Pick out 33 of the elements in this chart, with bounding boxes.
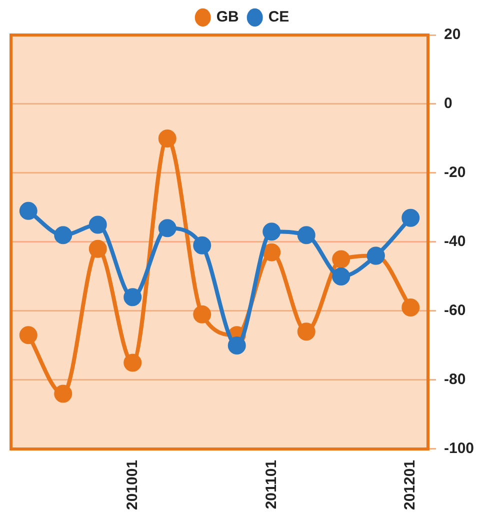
y-tick-label: -100 xyxy=(444,440,474,458)
point xyxy=(332,250,350,268)
y-tick-label: 0 xyxy=(444,95,452,112)
y-tick-label: -20 xyxy=(444,164,466,182)
point xyxy=(402,208,420,227)
point xyxy=(297,226,316,244)
point xyxy=(193,236,212,254)
point xyxy=(297,322,316,341)
point xyxy=(54,226,72,244)
point xyxy=(158,219,176,238)
point xyxy=(124,288,142,306)
point xyxy=(19,202,38,220)
point xyxy=(88,240,107,258)
y-tick-label: 20 xyxy=(444,26,461,44)
point xyxy=(19,326,38,344)
y-tick-label: -60 xyxy=(444,302,466,320)
x-tick-label: 201101 xyxy=(262,460,280,510)
y-tick-label: -40 xyxy=(444,233,466,250)
x-tick-label: 201201 xyxy=(402,460,419,510)
point xyxy=(54,384,72,403)
point xyxy=(402,298,420,317)
y-tick-label: -80 xyxy=(444,371,466,388)
legend-label: GB xyxy=(216,8,239,26)
point xyxy=(262,222,281,241)
x-tick-label: 201001 xyxy=(124,460,141,510)
point xyxy=(228,336,246,354)
point xyxy=(332,267,350,286)
point xyxy=(124,354,142,372)
legend-label: CE xyxy=(268,8,290,26)
point xyxy=(88,216,107,234)
point xyxy=(158,129,176,148)
point xyxy=(262,243,281,262)
point xyxy=(193,305,212,324)
